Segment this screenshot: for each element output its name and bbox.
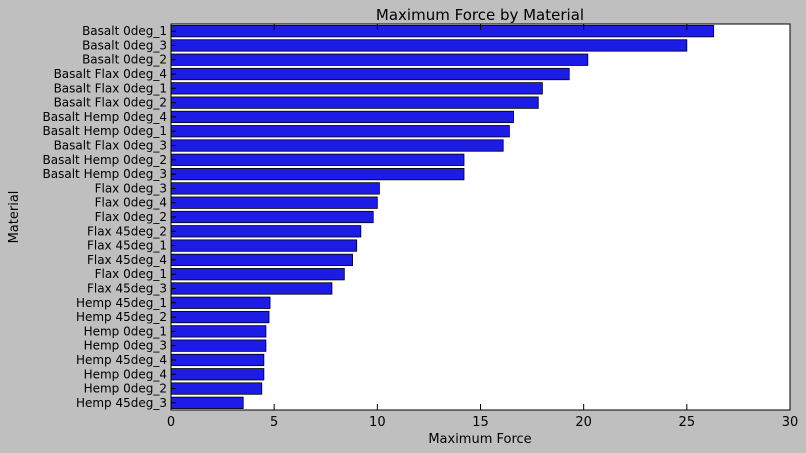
y-tick-label: Flax 45deg_2 xyxy=(87,224,167,238)
bar xyxy=(170,153,465,166)
y-tick-label: Flax 0deg_3 xyxy=(95,181,167,195)
bar xyxy=(170,396,244,409)
bar xyxy=(170,296,271,309)
bar xyxy=(170,210,374,224)
y-tick-label: Flax 0deg_2 xyxy=(95,210,167,224)
y-tick-label: Basalt Hemp 0deg_1 xyxy=(43,124,167,138)
y-tick-label: Flax 0deg_4 xyxy=(95,196,167,210)
bar xyxy=(170,67,570,81)
y-tick-label: Basalt 0deg_2 xyxy=(82,53,167,67)
y-tick-label: Basalt 0deg_3 xyxy=(82,38,167,52)
y-tick-label: Basalt Flax 0deg_2 xyxy=(54,96,167,110)
y-tick-label: Basalt Hemp 0deg_2 xyxy=(43,153,167,167)
y-tick-label: Hemp 45deg_4 xyxy=(76,353,167,367)
bar xyxy=(170,368,265,381)
bar xyxy=(170,253,353,267)
bars xyxy=(170,25,715,409)
bar xyxy=(170,96,539,109)
x-tick-label: 5 xyxy=(270,415,278,430)
y-tick-label: Basalt Flax 0deg_4 xyxy=(54,67,167,81)
y-axis-label: Material xyxy=(7,191,22,244)
bar xyxy=(170,39,688,52)
bar xyxy=(170,196,378,209)
bar xyxy=(170,110,514,124)
y-tick-label: Flax 0deg_1 xyxy=(95,267,167,281)
bar xyxy=(170,225,362,238)
bar xyxy=(170,239,358,252)
y-tick-label: Flax 45deg_3 xyxy=(87,281,167,295)
bar xyxy=(170,282,333,295)
bar xyxy=(170,53,589,66)
bar xyxy=(170,25,715,38)
y-tick-label: Hemp 45deg_2 xyxy=(76,310,167,324)
x-tick-label: 10 xyxy=(369,415,386,430)
y-tick-label: Hemp 45deg_3 xyxy=(76,396,167,410)
bar xyxy=(170,125,510,138)
bar xyxy=(170,310,270,324)
x-tick-label: 25 xyxy=(679,415,696,430)
y-tick-label: Hemp 0deg_3 xyxy=(84,339,167,353)
bar xyxy=(170,382,263,395)
chart-title: Maximum Force by Material xyxy=(376,6,584,24)
x-tick-label: 20 xyxy=(575,415,592,430)
y-tick-label: Hemp 0deg_4 xyxy=(84,367,167,381)
y-tick-label: Basalt Hemp 0deg_4 xyxy=(43,110,167,124)
plot-frame xyxy=(170,23,791,411)
bar xyxy=(170,167,465,181)
bar xyxy=(170,268,345,281)
bar xyxy=(170,353,265,367)
x-tick-label: 15 xyxy=(472,415,489,430)
y-tick-label: Basalt 0deg_1 xyxy=(82,24,167,38)
bar xyxy=(170,339,267,352)
bar xyxy=(170,182,380,195)
x-axis-label: Maximum Force xyxy=(428,432,531,447)
y-tick-label: Hemp 45deg_1 xyxy=(76,296,167,310)
bar xyxy=(170,325,267,338)
x-tick-label: 30 xyxy=(782,415,799,430)
y-tick-label: Basalt Hemp 0deg_3 xyxy=(43,167,167,181)
y-tick-label: Basalt Flax 0deg_1 xyxy=(54,81,167,95)
bar xyxy=(170,82,543,95)
y-tick-label: Flax 45deg_1 xyxy=(87,239,167,253)
y-tick-label: Basalt Flax 0deg_3 xyxy=(54,139,167,153)
y-tick-label: Hemp 0deg_1 xyxy=(84,324,167,338)
x-tick-label: 0 xyxy=(167,415,175,430)
y-tick-label: Hemp 0deg_2 xyxy=(84,382,167,396)
bar xyxy=(170,139,504,152)
y-tick-label: Flax 45deg_4 xyxy=(87,253,167,267)
